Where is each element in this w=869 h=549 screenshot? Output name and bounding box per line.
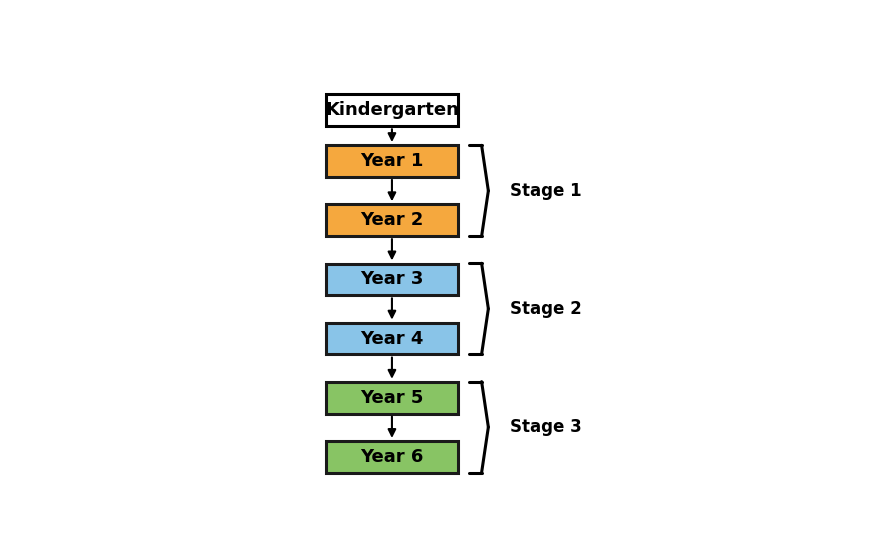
FancyBboxPatch shape (326, 204, 457, 236)
FancyBboxPatch shape (326, 441, 457, 473)
Text: Year 4: Year 4 (360, 329, 423, 348)
FancyBboxPatch shape (326, 323, 457, 355)
Text: Kindergarten: Kindergarten (325, 101, 458, 119)
Text: Stage 3: Stage 3 (509, 418, 581, 436)
FancyBboxPatch shape (326, 145, 457, 177)
Text: Stage 2: Stage 2 (509, 300, 581, 318)
FancyBboxPatch shape (326, 94, 457, 126)
FancyBboxPatch shape (326, 264, 457, 295)
Text: Year 5: Year 5 (360, 389, 423, 407)
Text: Stage 1: Stage 1 (509, 182, 580, 200)
Text: Year 2: Year 2 (360, 211, 423, 229)
Text: Year 3: Year 3 (360, 270, 423, 288)
FancyBboxPatch shape (326, 382, 457, 413)
Text: Year 1: Year 1 (360, 152, 423, 170)
Text: Year 6: Year 6 (360, 448, 423, 466)
